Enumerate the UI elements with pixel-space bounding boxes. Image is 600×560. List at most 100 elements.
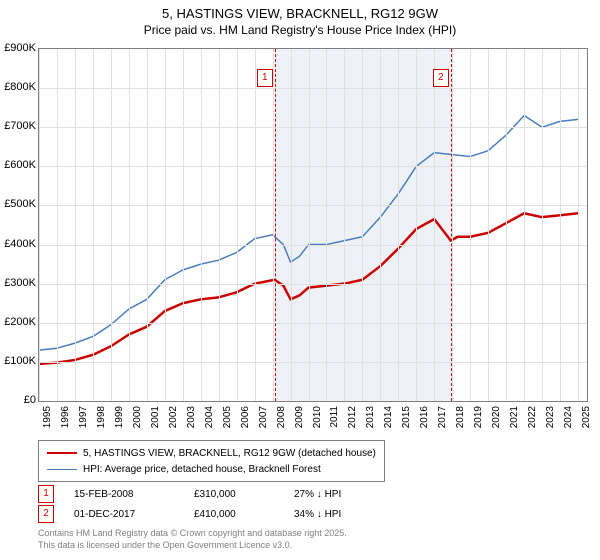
x-tick-label: 2003	[186, 406, 197, 428]
x-tick-label: 1999	[114, 406, 125, 428]
event-line	[451, 49, 452, 401]
gridline-v	[165, 49, 166, 401]
gridline-v	[237, 49, 238, 401]
x-tick-label: 2024	[563, 406, 574, 428]
x-tick-label: 2019	[473, 406, 484, 428]
y-tick-label: £600K	[0, 159, 36, 171]
x-tick-label: 2001	[150, 406, 161, 428]
legend-row-price: 5, HASTINGS VIEW, BRACKNELL, RG12 9GW (d…	[47, 445, 376, 461]
y-tick-label: £100K	[0, 355, 36, 367]
x-tick-label: 2008	[276, 406, 287, 428]
gridline-v	[452, 49, 453, 401]
gridline-v	[309, 49, 310, 401]
x-tick-label: 1996	[60, 406, 71, 428]
gridline-v	[560, 49, 561, 401]
x-tick-label: 2012	[347, 406, 358, 428]
x-tick-label: 2020	[491, 406, 502, 428]
title-block: 5, HASTINGS VIEW, BRACKNELL, RG12 9GW Pr…	[0, 0, 600, 37]
sale-table: 1 15-FEB-2008 £310,000 27% ↓ HPI 2 01-DE…	[38, 484, 394, 524]
sale-date-2: 01-DEC-2017	[74, 509, 194, 520]
x-tick-label: 1998	[96, 406, 107, 428]
x-tick-label: 2000	[132, 406, 143, 428]
gridline-v	[183, 49, 184, 401]
gridline-v	[201, 49, 202, 401]
title-address: 5, HASTINGS VIEW, BRACKNELL, RG12 9GW	[0, 6, 600, 21]
x-tick-label: 2013	[365, 406, 376, 428]
gridline-v	[362, 49, 363, 401]
sale-row-2: 2 01-DEC-2017 £410,000 34% ↓ HPI	[38, 504, 394, 524]
gridline-h	[39, 88, 587, 89]
gridline-v	[506, 49, 507, 401]
x-tick-label: 2022	[527, 406, 538, 428]
gridline-v	[111, 49, 112, 401]
gridline-h	[39, 362, 587, 363]
x-tick-label: 2015	[401, 406, 412, 428]
gridline-v	[524, 49, 525, 401]
legend-label-price: 5, HASTINGS VIEW, BRACKNELL, RG12 9GW (d…	[83, 448, 376, 459]
y-tick-label: £0	[0, 394, 36, 406]
sale-hpi-2: 34% ↓ HPI	[294, 509, 394, 520]
footer-line1: Contains HM Land Registry data © Crown c…	[38, 528, 347, 540]
legend: 5, HASTINGS VIEW, BRACKNELL, RG12 9GW (d…	[38, 440, 385, 482]
gridline-h	[39, 284, 587, 285]
x-tick-label: 1997	[78, 406, 89, 428]
legend-label-hpi: HPI: Average price, detached house, Brac…	[83, 464, 321, 475]
y-tick-label: £900K	[0, 42, 36, 54]
x-tick-label: 2007	[258, 406, 269, 428]
sale-price-1: £310,000	[194, 489, 294, 500]
footer-line2: This data is licensed under the Open Gov…	[38, 540, 347, 552]
gridline-v	[488, 49, 489, 401]
gridline-v	[416, 49, 417, 401]
gridline-h	[39, 323, 587, 324]
gridline-v	[578, 49, 579, 401]
chart-container: 5, HASTINGS VIEW, BRACKNELL, RG12 9GW Pr…	[0, 0, 600, 560]
y-tick-label: £500K	[0, 198, 36, 210]
gridline-v	[380, 49, 381, 401]
gridline-v	[147, 49, 148, 401]
gridline-v	[291, 49, 292, 401]
gridline-v	[129, 49, 130, 401]
event-marker: 2	[433, 69, 449, 87]
gridline-h	[39, 166, 587, 167]
sale-row-1: 1 15-FEB-2008 £310,000 27% ↓ HPI	[38, 484, 394, 504]
plot-area: 12	[38, 48, 588, 402]
y-tick-label: £200K	[0, 316, 36, 328]
x-tick-label: 2011	[329, 406, 340, 428]
event-marker: 1	[257, 69, 273, 87]
legend-swatch-price	[47, 452, 77, 454]
gridline-v	[39, 49, 40, 401]
gridline-v	[542, 49, 543, 401]
x-tick-label: 2025	[581, 406, 592, 428]
gridline-v	[344, 49, 345, 401]
gridline-v	[255, 49, 256, 401]
event-line	[275, 49, 276, 401]
gridline-h	[39, 127, 587, 128]
gridline-h	[39, 245, 587, 246]
footer: Contains HM Land Registry data © Crown c…	[38, 528, 347, 551]
x-tick-label: 2016	[419, 406, 430, 428]
y-tick-label: £800K	[0, 81, 36, 93]
chart-svg	[39, 49, 587, 401]
gridline-v	[75, 49, 76, 401]
gridline-v	[219, 49, 220, 401]
sale-marker-1: 1	[38, 485, 54, 503]
x-tick-label: 2018	[455, 406, 466, 428]
x-tick-label: 2005	[222, 406, 233, 428]
x-tick-label: 2010	[312, 406, 323, 428]
x-tick-label: 2009	[294, 406, 305, 428]
gridline-h	[39, 205, 587, 206]
sale-price-2: £410,000	[194, 509, 294, 520]
sale-date-1: 15-FEB-2008	[74, 489, 194, 500]
x-tick-label: 2023	[545, 406, 556, 428]
legend-row-hpi: HPI: Average price, detached house, Brac…	[47, 461, 376, 477]
sale-hpi-1: 27% ↓ HPI	[294, 489, 394, 500]
gridline-v	[398, 49, 399, 401]
gridline-v	[326, 49, 327, 401]
x-tick-label: 2017	[437, 406, 448, 428]
x-tick-label: 2002	[168, 406, 179, 428]
x-tick-label: 2021	[509, 406, 520, 428]
gridline-v	[434, 49, 435, 401]
x-tick-label: 2004	[204, 406, 215, 428]
gridline-v	[57, 49, 58, 401]
y-tick-label: £700K	[0, 120, 36, 132]
